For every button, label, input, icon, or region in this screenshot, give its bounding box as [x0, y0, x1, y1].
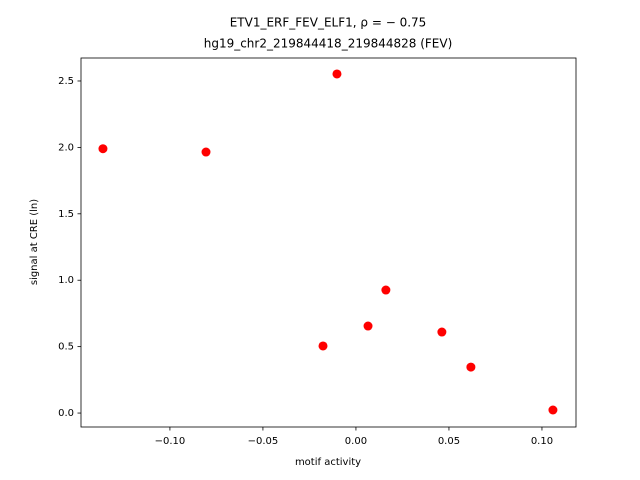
- point: [98, 144, 108, 154]
- point: [437, 327, 447, 337]
- y-tick-label: 0.0: [58, 408, 74, 419]
- y-tick-label: 2.0: [58, 142, 74, 153]
- x-tick-label: 0.00: [345, 436, 367, 447]
- y-tick-label: 0.5: [58, 342, 74, 353]
- x-tick-label: 0.05: [438, 436, 460, 447]
- point: [466, 362, 476, 372]
- x-axis-label: motif activity: [295, 457, 361, 468]
- x-tick-label: −0.10: [155, 436, 186, 447]
- y-tick-label: 1.5: [58, 209, 74, 220]
- plot-frame: [80, 57, 577, 428]
- chart-subtitle: hg19_chr2_219844418_219844828 (FEV): [204, 37, 453, 51]
- x-tick-label: 0.10: [531, 436, 553, 447]
- point: [548, 405, 558, 415]
- point: [318, 341, 328, 351]
- point: [201, 147, 211, 157]
- point: [332, 69, 342, 79]
- x-tick-label: −0.05: [248, 436, 279, 447]
- point: [381, 285, 391, 295]
- y-tick-label: 2.5: [58, 76, 74, 87]
- point: [363, 321, 373, 331]
- y-axis-label: signal at CRE (ln): [29, 199, 40, 285]
- chart-title: ETV1_ERF_FEV_ELF1, ρ = − 0.75: [230, 16, 427, 30]
- y-tick-label: 1.0: [58, 275, 74, 286]
